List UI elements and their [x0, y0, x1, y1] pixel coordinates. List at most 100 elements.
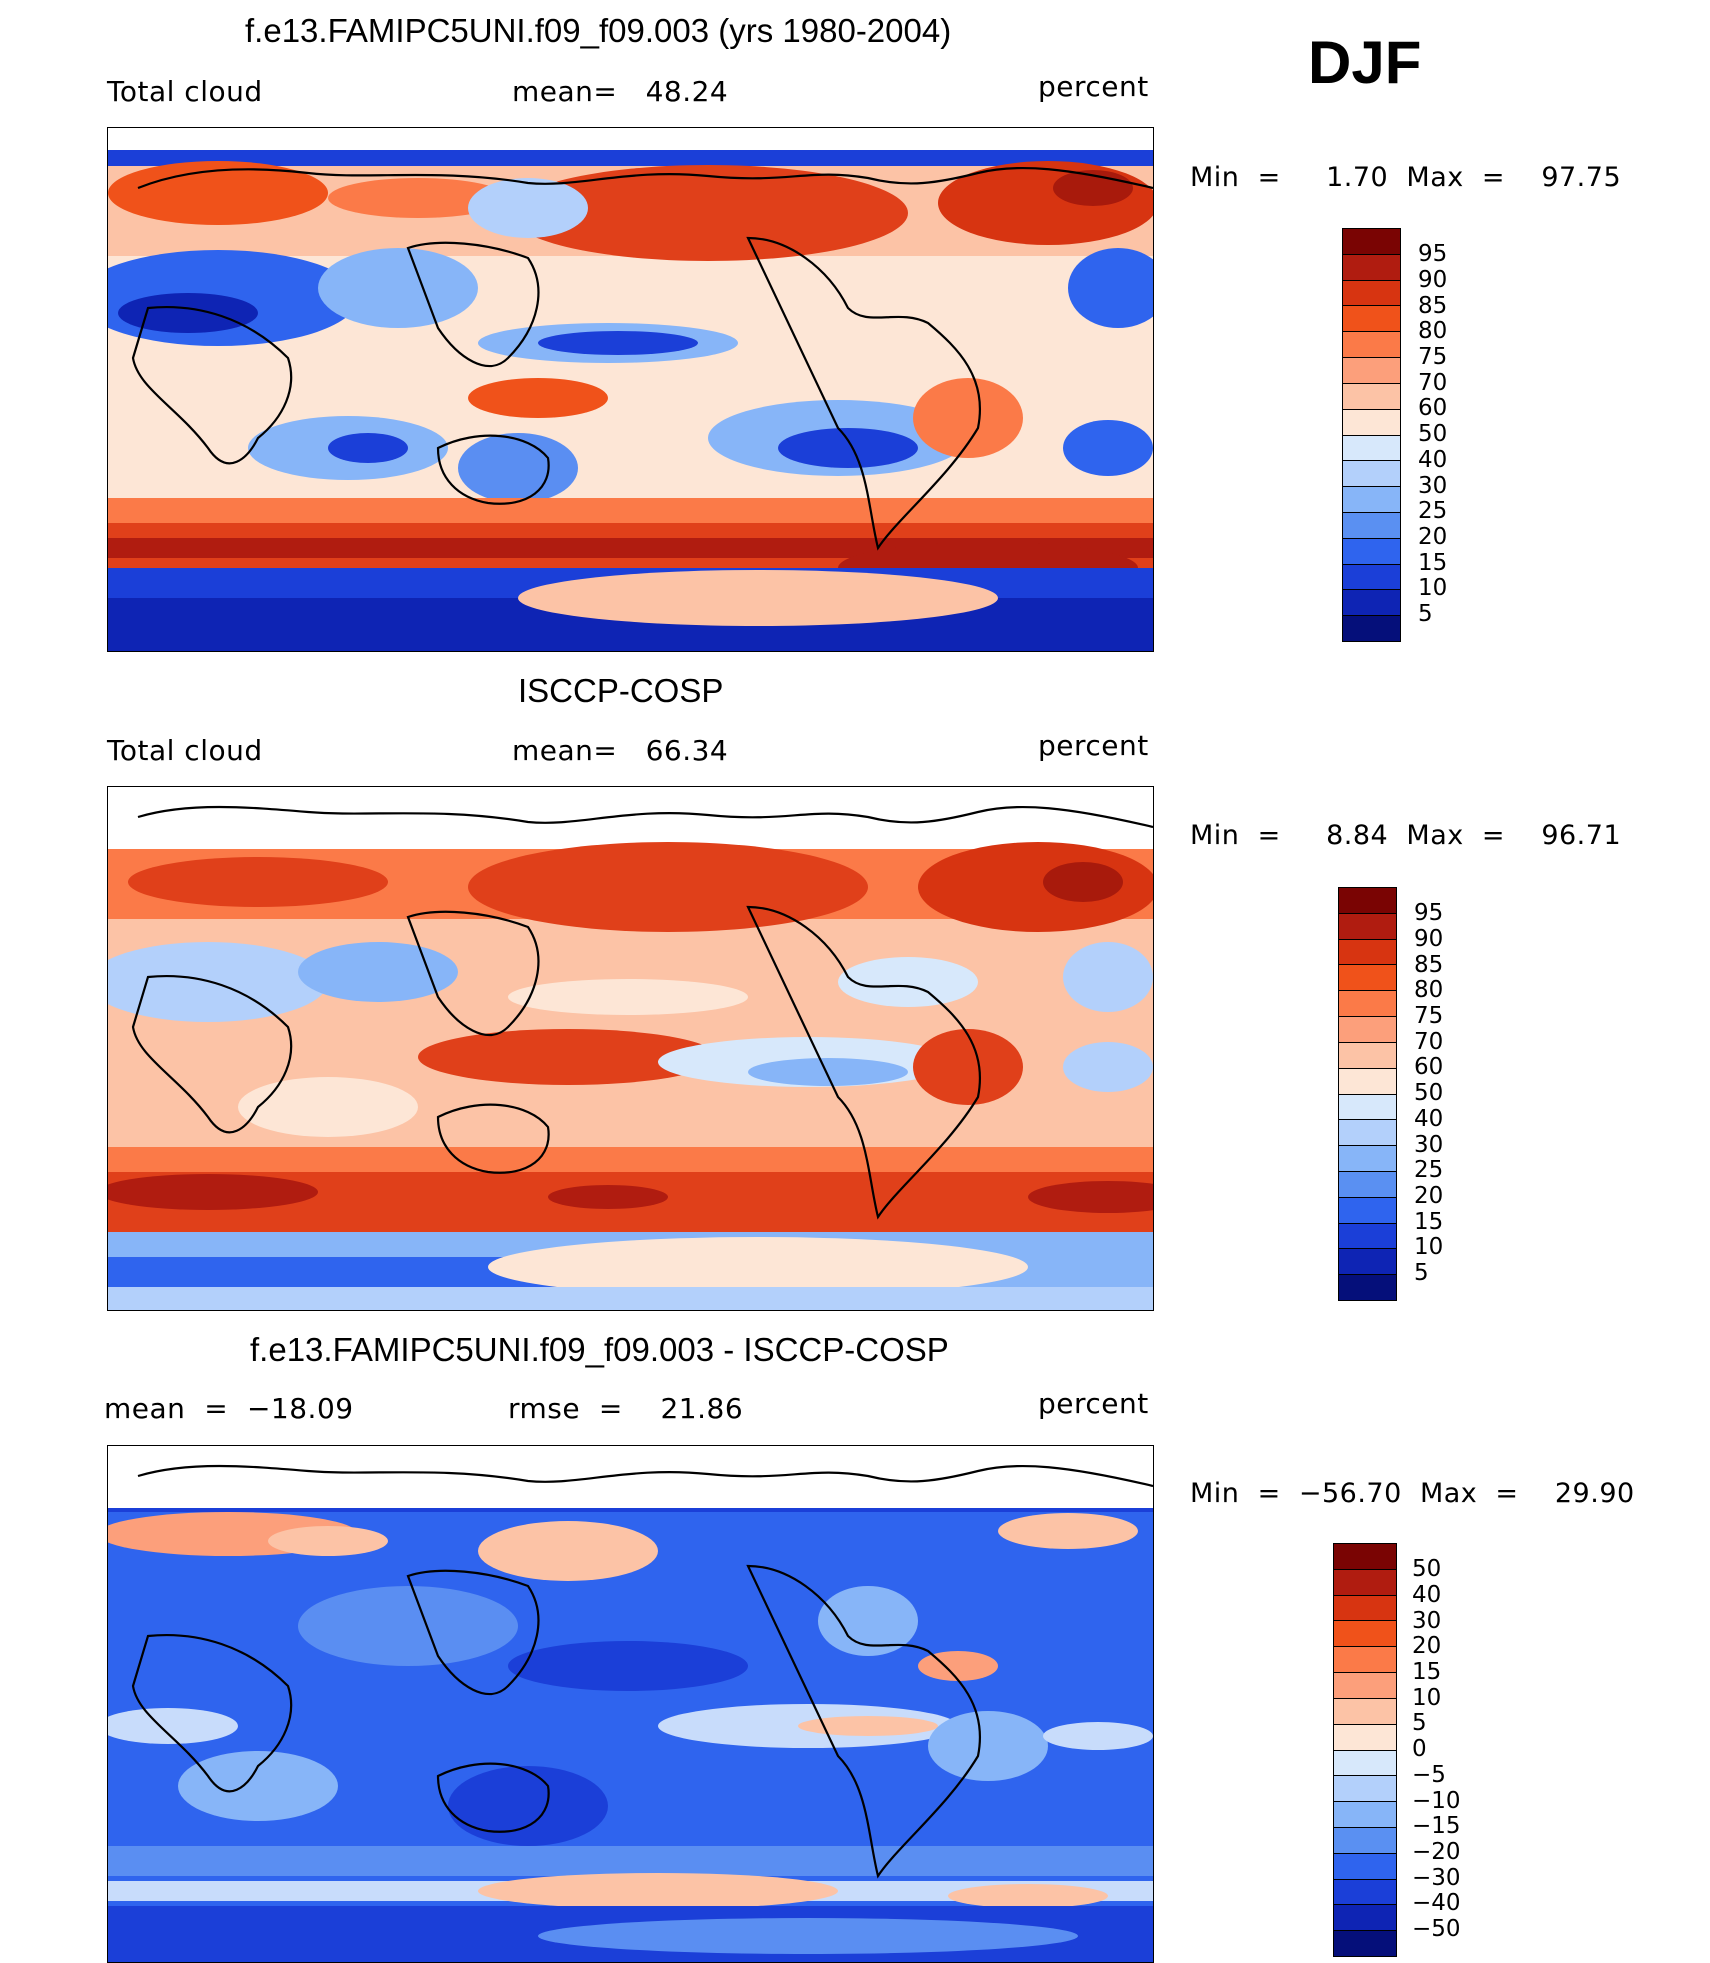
- panel3-map: [107, 1445, 1154, 1963]
- panel3-cb-label: 20: [1412, 1633, 1442, 1659]
- colorbar-swatch: [1334, 1827, 1396, 1854]
- panel3-cb-label: 50: [1412, 1556, 1442, 1582]
- colorbar-swatch: [1339, 1223, 1396, 1250]
- panel2-left-label: Total cloud: [107, 734, 263, 767]
- panel3-cb-label: −15: [1412, 1813, 1461, 1839]
- colorbar-swatch: [1343, 254, 1400, 281]
- panel3-cb-label: 10: [1412, 1685, 1442, 1711]
- panel2-cb-label: 40: [1414, 1106, 1444, 1132]
- colorbar-swatch: [1343, 280, 1400, 307]
- panel2-units: percent: [1038, 729, 1149, 762]
- colorbar-swatch: [1339, 888, 1396, 914]
- colorbar-swatch: [1343, 487, 1400, 513]
- panel1-cb-label: 20: [1418, 524, 1448, 550]
- panel2-cb-label: 15: [1414, 1209, 1444, 1235]
- panel1-cb-label: 70: [1418, 370, 1448, 396]
- panel1-minmax: Min = 1.70 Max = 97.75: [1190, 162, 1622, 193]
- panel1-cb-label: 75: [1418, 344, 1448, 370]
- panel3-title: f.e13.FAMIPC5UNI.f09_f09.003 - ISCCP-COS…: [250, 1331, 949, 1368]
- panel2-map: [107, 786, 1154, 1311]
- colorbar-swatch: [1343, 461, 1400, 488]
- panel1-cb-label: 50: [1418, 421, 1448, 447]
- panel3-cb-label: 15: [1412, 1659, 1442, 1685]
- colorbar-swatch: [1334, 1569, 1396, 1596]
- panel1-cb-label: 90: [1418, 267, 1448, 293]
- panel3-minmax: Min = −56.70 Max = 29.90: [1190, 1478, 1635, 1509]
- panel3-cb-label: −50: [1412, 1916, 1461, 1942]
- colorbar-swatch: [1334, 1931, 1396, 1956]
- colorbar-swatch: [1334, 1853, 1396, 1880]
- panel2-cb-label: 80: [1414, 977, 1444, 1003]
- colorbar-swatch: [1334, 1544, 1396, 1570]
- colorbar-swatch: [1343, 435, 1400, 462]
- colorbar-swatch: [1339, 1275, 1396, 1300]
- colorbar-swatch: [1334, 1724, 1396, 1751]
- colorbar-swatch: [1339, 991, 1396, 1018]
- colorbar-swatch: [1343, 538, 1400, 565]
- panel2-cb-label: 20: [1414, 1183, 1444, 1209]
- panel2-cb-label: 10: [1414, 1234, 1444, 1260]
- panel1-title: f.e13.FAMIPC5UNI.f09_f09.003 (yrs 1980-2…: [245, 12, 952, 49]
- panel2-minmax: Min = 8.84 Max = 96.71: [1190, 820, 1622, 851]
- colorbar-swatch: [1343, 616, 1400, 641]
- panel1-cb-label: 5: [1418, 601, 1433, 627]
- colorbar-swatch: [1343, 332, 1400, 359]
- colorbar-swatch: [1343, 409, 1400, 436]
- panel2-title: ISCCP-COSP: [518, 672, 724, 709]
- colorbar-swatch: [1343, 590, 1400, 617]
- colorbar-swatch: [1339, 1249, 1396, 1276]
- colorbar-swatch: [1343, 512, 1400, 539]
- panel2-coastlines: [131, 805, 1153, 1220]
- colorbar-swatch: [1334, 1621, 1396, 1648]
- colorbar-swatch: [1343, 306, 1400, 333]
- panel3-rmse: rmse = 21.86: [508, 1392, 744, 1425]
- colorbar-swatch: [1334, 1750, 1396, 1777]
- panel3-cb-label: 5: [1412, 1710, 1427, 1736]
- panel1-cb-label: 80: [1418, 318, 1448, 344]
- panel1-left-label: Total cloud: [107, 75, 263, 108]
- colorbar-swatch: [1339, 1042, 1396, 1069]
- colorbar-swatch: [1334, 1647, 1396, 1674]
- panel2-cb-label: 90: [1414, 926, 1444, 952]
- panel2-cb-label: 30: [1414, 1132, 1444, 1158]
- panel2-cb-label: 85: [1414, 952, 1444, 978]
- panel3-cb-label: −40: [1412, 1890, 1461, 1916]
- colorbar-swatch: [1343, 383, 1400, 410]
- panel3-cb-label: 30: [1412, 1608, 1442, 1634]
- panel2-cb-label: 25: [1414, 1157, 1444, 1183]
- panel3-mean: mean = −18.09: [104, 1392, 354, 1425]
- panel2-colorbar: [1338, 887, 1397, 1301]
- colorbar-swatch: [1339, 1017, 1396, 1043]
- panel1-cb-label: 60: [1418, 395, 1448, 421]
- panel1-map: [107, 127, 1154, 652]
- colorbar-swatch: [1339, 1171, 1396, 1198]
- panel3-cb-label: −20: [1412, 1839, 1461, 1865]
- panel2-cb-label: 75: [1414, 1003, 1444, 1029]
- panel1-cb-label: 15: [1418, 550, 1448, 576]
- colorbar-swatch: [1339, 913, 1396, 940]
- panel1-cb-label: 30: [1418, 473, 1448, 499]
- panel2-cb-label: 60: [1414, 1054, 1444, 1080]
- colorbar-swatch: [1339, 1197, 1396, 1224]
- colorbar-swatch: [1334, 1879, 1396, 1906]
- colorbar-swatch: [1334, 1595, 1396, 1622]
- panel2-cb-label: 50: [1414, 1080, 1444, 1106]
- colorbar-swatch: [1339, 965, 1396, 992]
- colorbar-swatch: [1343, 564, 1400, 591]
- colorbar-swatch: [1334, 1802, 1396, 1828]
- colorbar-swatch: [1339, 1146, 1396, 1172]
- panel1-coastlines: [131, 166, 1153, 551]
- colorbar-swatch: [1339, 1068, 1396, 1095]
- panel3-cb-label: −30: [1412, 1865, 1461, 1891]
- panel3-cb-label: −5: [1412, 1762, 1446, 1788]
- colorbar-swatch: [1334, 1673, 1396, 1699]
- colorbar-swatch: [1334, 1776, 1396, 1803]
- panel3-cb-label: −10: [1412, 1788, 1461, 1814]
- colorbar-swatch: [1334, 1905, 1396, 1932]
- colorbar-swatch: [1343, 358, 1400, 384]
- colorbar-swatch: [1339, 1120, 1396, 1147]
- panel2-cb-label: 70: [1414, 1029, 1444, 1055]
- colorbar-swatch: [1339, 1094, 1396, 1121]
- panel3-coastlines: [131, 1464, 1153, 1879]
- panel1-cb-label: 10: [1418, 575, 1448, 601]
